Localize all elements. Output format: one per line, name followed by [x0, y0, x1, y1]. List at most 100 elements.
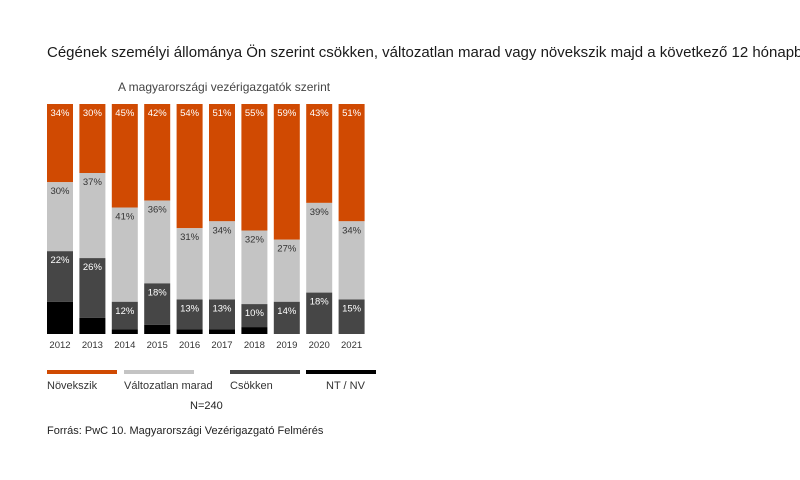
bar-segment-2013-series-0 — [79, 104, 106, 173]
data-label-2016-series-2: 13% — [180, 304, 200, 315]
bar-segment-2016-series-0 — [176, 104, 203, 229]
legend-swatch-valtozatlan — [124, 370, 194, 374]
x-tick-label-2017: 2017 — [211, 340, 232, 351]
bar-segment-2012-series-3 — [47, 301, 73, 334]
data-label-2019-series-1: 27% — [277, 244, 297, 255]
data-label-2015-series-0: 42% — [148, 108, 168, 119]
bar-segment-2016-series-1 — [176, 228, 203, 300]
x-tick-label-2020: 2020 — [309, 340, 330, 351]
bar-segment-2014-series-2 — [111, 301, 138, 330]
bar-segment-2016-series-3 — [176, 329, 203, 334]
x-tick-label-2012: 2012 — [49, 340, 70, 351]
data-label-2013-series-0: 30% — [83, 108, 103, 119]
legend-item-nt-nv: NT / NV — [306, 370, 376, 392]
legend-item-valtozatlan: Változatlan marad — [124, 370, 213, 392]
bar-group-2014: 45% 41% 12% — [111, 104, 138, 334]
bar-segment-2021-series-2 — [338, 299, 365, 334]
data-label-2017-series-2: 13% — [212, 304, 232, 315]
data-label-2013-series-1: 37% — [83, 177, 103, 188]
bar-group-2017: 51% 34% 13% — [209, 104, 235, 334]
data-label-2019-series-2: 14% — [277, 306, 297, 317]
bar-segment-2015-series-3 — [144, 324, 171, 334]
data-label-2016-series-0: 54% — [180, 108, 200, 119]
legend-swatch-novekszik — [47, 370, 117, 374]
data-label-2014-series-0: 45% — [115, 108, 135, 119]
data-label-2017-series-1: 34% — [212, 225, 232, 236]
bar-segment-2015-series-2 — [144, 283, 171, 325]
bar-group-2020: 43% 39% 18% — [306, 104, 333, 334]
bar-segment-2019-series-2 — [273, 301, 300, 334]
legend-item-novekszik: Növekszik — [47, 370, 117, 392]
bar-segment-2017-series-2 — [209, 299, 235, 330]
data-label-2018-series-1: 32% — [245, 235, 265, 246]
data-label-2020-series-0: 43% — [310, 108, 330, 119]
x-tick-label-2018: 2018 — [244, 340, 265, 351]
sample-size-label: N=240 — [190, 400, 223, 412]
bar-segment-2020-series-1 — [306, 202, 333, 293]
data-label-2016-series-1: 31% — [180, 232, 200, 243]
bar-group-2015: 42% 36% 18% — [144, 104, 171, 334]
bar-segment-2020-series-2 — [306, 292, 333, 334]
data-label-2018-series-0: 55% — [245, 108, 265, 119]
bar-segment-2017-series-1 — [209, 221, 235, 300]
bar-segment-2018-series-1 — [241, 230, 268, 305]
legend-swatch-nt-nv — [306, 370, 376, 374]
bar-segment-2012-series-1 — [47, 182, 73, 252]
bar-segment-2018-series-3 — [241, 327, 268, 334]
chart-subtitle: A magyarországi vezérigazgatók szerint — [118, 80, 331, 94]
bar-group-2021: 51% 34% 15% — [338, 104, 365, 334]
bar-segment-2015-series-1 — [144, 200, 171, 284]
x-tick-label-2021: 2021 — [341, 340, 362, 351]
bar-segment-2015-series-0 — [144, 104, 171, 201]
bar-segment-2012-series-0 — [47, 104, 73, 183]
bar-segment-2014-series-1 — [111, 207, 138, 302]
legend-label-novekszik: Növekszik — [47, 380, 98, 392]
source-note: Forrás: PwC 10. Magyarországi Vezérigazg… — [47, 425, 324, 437]
bar-group-2018: 55% 32% 10% — [241, 104, 268, 334]
data-label-2021-series-2: 15% — [342, 304, 362, 315]
data-label-2019-series-0: 59% — [277, 108, 297, 119]
stacked-bar-chart: 34% 30% 22% 2012 30% 37% 26% 2013 45% 41% 12% 2014 4… — [47, 104, 365, 351]
x-tick-label-2015: 2015 — [147, 340, 168, 351]
bar-group-2012: 34% 30% 22% — [47, 104, 73, 334]
data-label-2021-series-0: 51% — [342, 108, 362, 119]
chart-title: Cégének személyi állománya Ön szerint cs… — [47, 44, 800, 61]
bar-group-2019: 59% 27% 14% — [273, 104, 300, 334]
bar-segment-2013-series-1 — [79, 173, 106, 259]
legend-item-csokken: Csökken — [230, 370, 300, 392]
bar-segment-2021-series-1 — [338, 221, 365, 300]
x-tick-label-2014: 2014 — [114, 340, 135, 351]
data-label-2018-series-2: 10% — [245, 308, 265, 319]
legend-label-csokken: Csökken — [230, 380, 273, 392]
data-label-2012-series-2: 22% — [50, 255, 70, 266]
data-label-2012-series-1: 30% — [50, 186, 70, 197]
bar-segment-2013-series-3 — [79, 317, 106, 334]
data-label-2014-series-1: 41% — [115, 212, 135, 223]
data-label-2020-series-1: 39% — [310, 207, 330, 218]
legend-swatch-csokken — [230, 370, 300, 374]
data-label-2012-series-0: 34% — [50, 108, 70, 119]
bar-segment-2014-series-0 — [111, 104, 138, 208]
bar-segment-2017-series-0 — [209, 104, 235, 222]
x-tick-label-2013: 2013 — [82, 340, 103, 351]
data-label-2017-series-0: 51% — [212, 108, 232, 119]
data-label-2021-series-1: 34% — [342, 225, 362, 236]
x-tick-label-2019: 2019 — [276, 340, 297, 351]
bar-segment-2018-series-2 — [241, 304, 268, 328]
bar-group-2013: 30% 37% 26% — [79, 104, 106, 334]
bar-segment-2013-series-2 — [79, 258, 106, 318]
bar-segment-2020-series-0 — [306, 104, 333, 203]
bar-group-2016: 54% 31% 13% — [176, 104, 203, 334]
legend-label-nt-nv: NT / NV — [326, 380, 365, 392]
bar-segment-2021-series-0 — [338, 104, 365, 222]
bar-segment-2014-series-3 — [111, 329, 138, 334]
data-label-2013-series-2: 26% — [83, 262, 103, 273]
legend-label-valtozatlan: Változatlan marad — [124, 380, 213, 392]
data-label-2014-series-2: 12% — [115, 306, 135, 317]
bar-segment-2019-series-1 — [273, 239, 300, 302]
bar-segment-2016-series-2 — [176, 299, 203, 330]
bar-segment-2018-series-0 — [241, 104, 268, 231]
data-label-2015-series-2: 18% — [148, 287, 168, 298]
x-tick-label-2016: 2016 — [179, 340, 200, 351]
bar-segment-2019-series-0 — [273, 104, 300, 240]
